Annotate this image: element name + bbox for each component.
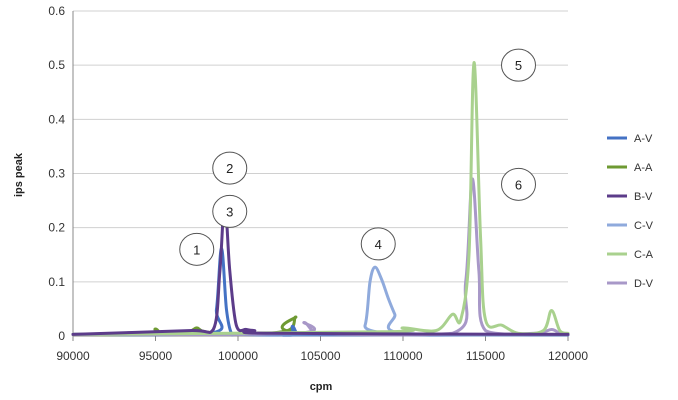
legend-label: B-V xyxy=(634,191,653,203)
callout-circle xyxy=(179,232,215,266)
y-tick-label: 0.5 xyxy=(48,58,65,72)
callout-label: 3 xyxy=(226,204,233,219)
callout-label: 2 xyxy=(226,161,233,176)
series-line-a-v xyxy=(71,246,570,337)
legend-label: C-A xyxy=(634,249,654,261)
y-tick-label: 0.4 xyxy=(48,112,65,126)
x-tick-label: 120000 xyxy=(548,349,588,363)
series-line-c-v xyxy=(71,265,570,337)
y-tick-label: 0.2 xyxy=(48,221,65,235)
legend-label: A-V xyxy=(634,133,653,145)
legend: A-V A-A B-V C-V C-A D-V xyxy=(607,133,654,290)
callout-circle xyxy=(212,194,248,228)
legend-label: C-V xyxy=(634,220,654,232)
callout-circle xyxy=(360,227,396,261)
y-tick-label: 0.6 xyxy=(48,4,65,18)
y-tick-label: 0.3 xyxy=(48,167,65,181)
y-tick-label: 0.1 xyxy=(48,275,65,289)
legend-label: A-A xyxy=(634,162,653,174)
callout-circle xyxy=(501,48,536,82)
series-line-d-v xyxy=(71,177,570,337)
series-lines xyxy=(71,60,570,337)
callout-circle xyxy=(501,167,536,201)
x-tick-label: 95000 xyxy=(139,349,173,363)
x-axis-title: cpm xyxy=(310,381,333,393)
series-line-c-a xyxy=(71,60,570,336)
y-tick-label: 0 xyxy=(58,329,65,343)
callout-label: 4 xyxy=(375,237,382,252)
x-tick-label: 115000 xyxy=(466,349,505,363)
y-axis-title: ips peak xyxy=(13,152,25,197)
legend-label: D-V xyxy=(634,278,654,290)
gridlines xyxy=(73,10,568,283)
x-tick-label: 110000 xyxy=(383,349,422,363)
callout-label: 5 xyxy=(515,58,522,73)
callout-label: 6 xyxy=(515,177,522,192)
callouts: 1 2 3 4 5 6 xyxy=(179,48,536,266)
callout-circle xyxy=(212,151,248,185)
x-tick-label: 90000 xyxy=(56,349,90,363)
x-tick-label: 100000 xyxy=(218,349,258,363)
x-tick-label: 105000 xyxy=(300,349,340,363)
series-line-b-v xyxy=(71,200,570,336)
callout-label: 1 xyxy=(193,242,200,257)
